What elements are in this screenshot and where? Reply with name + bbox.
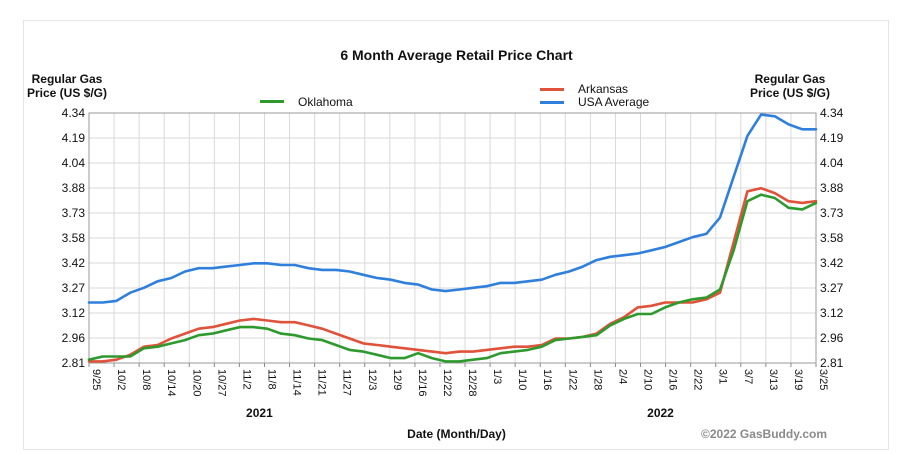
y-tick-label-left: 3.42 <box>62 256 86 270</box>
copyright-text: ©2022 GasBuddy.com <box>701 427 827 441</box>
y-tick-label-left: 3.58 <box>62 231 86 245</box>
legend-label-oklahoma: Oklahoma <box>298 95 353 109</box>
y-tick-label-left: 3.12 <box>62 306 86 320</box>
x-tick-label: 10/27 <box>215 369 227 397</box>
x-tick-label: 3/25 <box>817 369 829 390</box>
y-axis-label-right: Regular Gas Price (US $/G) <box>749 72 831 100</box>
legend-label-arkansas: Arkansas <box>578 82 629 96</box>
y-tick-label-left: 2.81 <box>62 356 86 370</box>
y-tick-label-right: 3.58 <box>820 231 844 245</box>
y-axis-label-left: Regular Gas Price (US $/G) <box>26 72 108 100</box>
y-tick-label-right: 3.88 <box>820 181 844 195</box>
y-tick-label-left: 4.04 <box>62 156 86 170</box>
x-tick-label: 11/8 <box>265 369 277 390</box>
x-tick-label: 2/16 <box>667 369 679 390</box>
x-tick-label: 3/1 <box>717 369 729 384</box>
x-tick-label: 3/13 <box>767 369 779 390</box>
x-tick-label: 11/21 <box>316 369 328 396</box>
y-tick-label-left: 4.19 <box>62 131 86 145</box>
y-tick-label-left: 3.88 <box>62 181 86 195</box>
x-tick-label: 11/14 <box>291 369 303 396</box>
chart-title: 6 Month Average Retail Price Chart <box>340 47 573 63</box>
x-tick-label: 10/2 <box>115 369 127 390</box>
year-label: 2022 <box>647 406 674 420</box>
x-tick-label: 1/22 <box>566 369 578 390</box>
x-tick-label: 11/2 <box>240 369 252 390</box>
x-tick-label: 3/7 <box>742 369 754 384</box>
y-tick-label-right: 3.12 <box>820 306 844 320</box>
x-tick-label: 2/10 <box>642 369 654 390</box>
y-tick-label-right: 3.73 <box>820 206 844 220</box>
y-tick-label-left: 3.73 <box>62 206 86 220</box>
x-tick-label: 3/19 <box>792 369 804 390</box>
x-tick-label: 12/28 <box>466 369 478 397</box>
series-line-oklahoma <box>87 193 818 363</box>
y-tick-label-left: 3.27 <box>62 281 86 295</box>
series-line-arkansas <box>87 186 818 363</box>
x-tick-label: 10/8 <box>140 369 152 390</box>
x-tick-label: 10/20 <box>190 369 202 397</box>
x-axis-label: Date (Month/Day) <box>407 427 506 441</box>
x-tick-label: 9/25 <box>90 369 102 390</box>
x-tick-label: 12/22 <box>441 369 453 397</box>
x-tick-label: 1/3 <box>491 369 503 384</box>
x-tick-label: 10/14 <box>165 369 177 397</box>
y-tick-label-right: 4.04 <box>820 156 844 170</box>
x-tick-label: 2/4 <box>616 369 628 384</box>
y-tick-label-right: 3.42 <box>820 256 844 270</box>
plot-border <box>88 112 817 364</box>
legend-swatch-arkansas <box>540 88 564 91</box>
x-tick-label: 12/9 <box>391 369 403 390</box>
x-tick-label: 12/3 <box>366 369 378 390</box>
legend-label-usa-average: USA Average <box>578 95 650 109</box>
series-line-usa-average <box>87 113 818 304</box>
x-tick-label: 1/28 <box>591 369 603 390</box>
x-tick-label: 2/22 <box>692 369 704 390</box>
x-tick-label: 1/10 <box>516 369 528 390</box>
x-tick-label: 12/16 <box>416 369 428 397</box>
legend-swatch-usa-average <box>540 101 564 104</box>
y-tick-label-right: 4.19 <box>820 131 844 145</box>
y-tick-label-right: 4.34 <box>820 106 844 120</box>
x-tick-label: 11/27 <box>341 369 353 396</box>
year-label: 2021 <box>246 406 273 420</box>
y-tick-label-right: 2.81 <box>820 356 844 370</box>
y-tick-label-right: 2.96 <box>820 331 844 345</box>
legend-swatch-oklahoma <box>260 100 284 103</box>
y-tick-label-left: 2.96 <box>62 331 86 345</box>
y-tick-label-right: 3.27 <box>820 281 844 295</box>
y-tick-label-left: 4.34 <box>62 106 86 120</box>
x-tick-label: 1/16 <box>541 369 553 390</box>
